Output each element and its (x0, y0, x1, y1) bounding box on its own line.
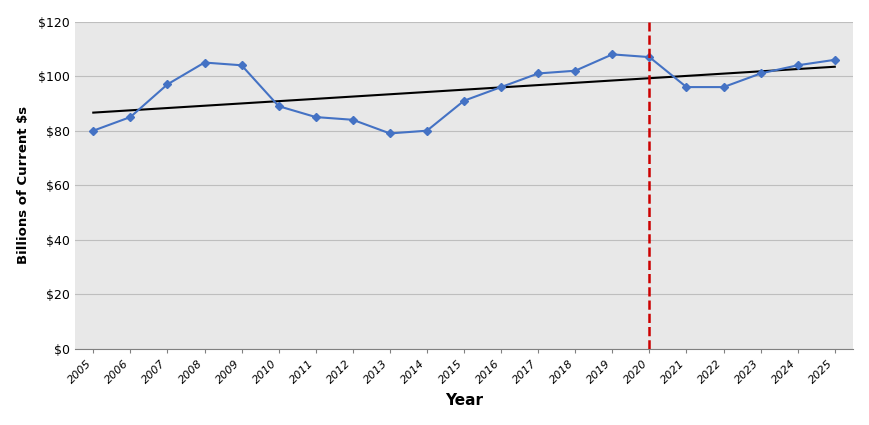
Y-axis label: Billions of Current $s: Billions of Current $s (17, 106, 30, 264)
X-axis label: Year: Year (445, 393, 482, 408)
